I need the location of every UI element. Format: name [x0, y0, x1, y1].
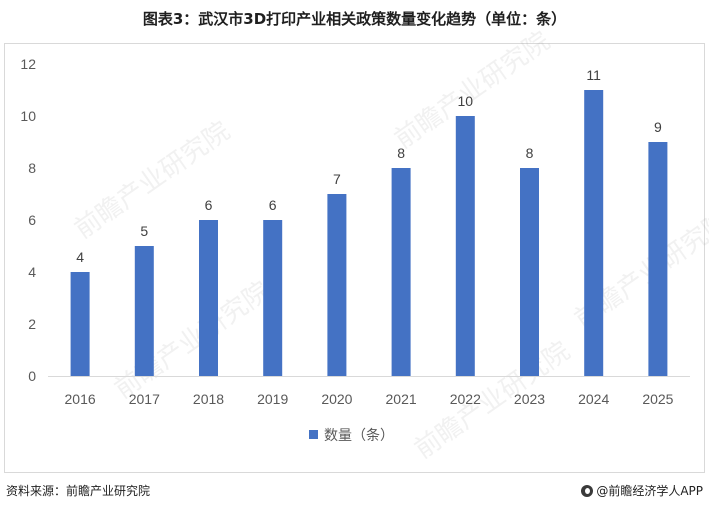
data-label: 8	[397, 145, 405, 161]
data-label: 5	[140, 223, 148, 239]
bar	[648, 142, 668, 376]
data-label: 6	[269, 197, 277, 213]
bar	[520, 168, 539, 376]
chart-title: 图表3：武汉市3D打印产业相关政策数量变化趋势（单位：条）	[142, 10, 567, 28]
brand-label: @前瞻经济学人APP	[596, 484, 703, 498]
x-tick-label: 2021	[386, 391, 417, 407]
brand-credit: @前瞻经济学人APP	[581, 482, 703, 499]
y-tick-label: 4	[28, 264, 36, 280]
x-tick-label: 2018	[193, 391, 224, 407]
bar	[134, 246, 154, 376]
data-label: 9	[654, 119, 662, 135]
x-tick-label: 2023	[514, 391, 545, 407]
x-tick-label: 2017	[129, 391, 160, 407]
bar	[455, 116, 475, 376]
x-tick-label: 2016	[65, 391, 96, 407]
x-tick-label: 2019	[257, 391, 288, 407]
y-tick-label: 12	[20, 56, 36, 72]
data-label: 7	[333, 171, 341, 187]
x-tick-label: 2020	[321, 391, 352, 407]
data-label: 4	[76, 249, 84, 265]
bar	[391, 168, 411, 376]
y-tick-label: 10	[20, 108, 36, 124]
legend-label: 数量（条）	[324, 427, 394, 444]
brand-logo-icon	[581, 484, 594, 497]
data-label: 11	[586, 67, 601, 83]
source-note: 资料来源：前瞻产业研究院	[6, 484, 151, 498]
y-tick-label: 8	[28, 160, 36, 176]
legend-swatch	[309, 430, 318, 439]
data-label: 10	[458, 93, 474, 109]
x-tick-label: 2024	[578, 391, 609, 407]
y-tick-label: 2	[28, 316, 36, 332]
bar	[584, 90, 604, 376]
data-label: 8	[526, 145, 534, 161]
y-tick-label: 0	[28, 368, 36, 384]
data-label: 6	[205, 197, 213, 213]
bar	[199, 220, 218, 376]
bar	[263, 220, 283, 376]
bar	[327, 194, 347, 376]
x-tick-label: 2025	[642, 391, 673, 407]
y-tick-label: 6	[28, 212, 36, 228]
bar	[70, 272, 90, 376]
chart-frame	[4, 43, 705, 473]
x-tick-label: 2022	[450, 391, 481, 407]
